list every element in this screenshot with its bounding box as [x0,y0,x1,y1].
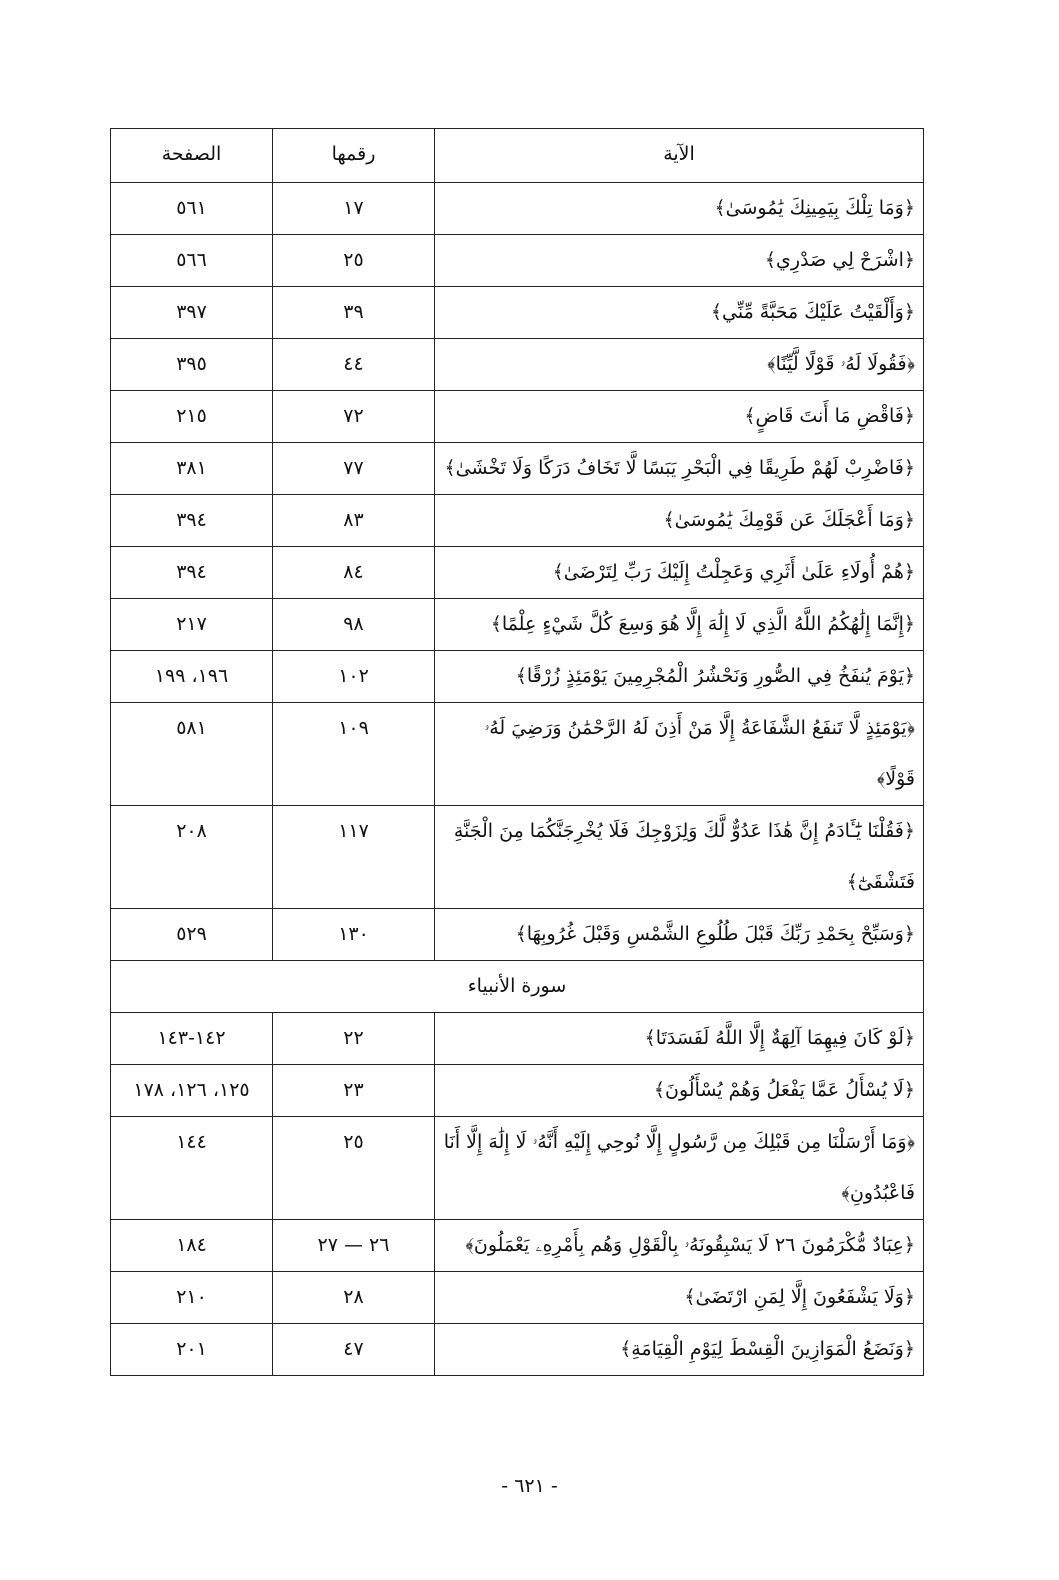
verse-cell: ﴿وَسَبِّحْ بِحَمْدِ رَبِّكَ قَبْلَ طُلُو… [434,908,924,961]
table-row: ﴿وَلَا يَشْفَعُونَ إِلَّا لِمَنِ ارْتَضَ… [110,1271,924,1324]
page-cell: ١٨٤ [110,1219,273,1272]
page-number: - ٦٢١ - [501,1475,558,1497]
header-row: الآية رقمها الصفحة [110,128,924,183]
verse-number-cell: ٢٢ [272,1012,435,1065]
page-cell: ١٢٥، ١٢٦، ١٧٨ [110,1064,273,1117]
verse-cell: ﴿وَأَلْقَيْتُ عَلَيْكَ مَحَبَّةً مِّنِّي… [434,286,924,339]
verse-number-cell: ٢٥ [272,1116,435,1220]
verse-number-cell: ٢٦ — ٢٧ [272,1219,435,1272]
table-row: سورة الأنبياء [110,960,924,1013]
verse-cell: ﴿فَقُلْنَا يَٰٓـَٔادَمُ إِنَّ هَٰذَا عَد… [434,805,924,909]
verse-cell: ﴿وَمَا تِلْكَ بِيَمِينِكَ يَٰمُوسَىٰ﴾ [434,182,924,235]
header-cell: الآية [434,128,924,183]
page-cell: ١٤٤ [110,1116,273,1220]
table-row: ﴿وَمَا أَعْجَلَكَ عَن قَوْمِكَ يَٰمُوسَى… [110,494,924,547]
table-row: ﴿فَاضْرِبْ لَهُمْ طَرِيقًا فِي الْبَحْرِ… [110,442,924,495]
verse-number-cell: ٧٢ [272,390,435,443]
verse-cell: ﴿فَاضْرِبْ لَهُمْ طَرِيقًا فِي الْبَحْرِ… [434,442,924,495]
page-cell: ٢١٧ [110,598,273,651]
verse-cell: ﴿وَلَا يَشْفَعُونَ إِلَّا لِمَنِ ارْتَضَ… [434,1271,924,1324]
page-cell: ٢٠١ [110,1323,273,1376]
table-row: ﴿هُمْ أُولَاءِ عَلَىٰ أَثَرِي وَعَجِلْتُ… [110,546,924,599]
page-cell: ٣٩٤ [110,494,273,547]
verse-cell: ﴿وَنَضَعُ الْمَوَازِينَ الْقِسْطَ لِيَوْ… [434,1323,924,1376]
header-cell: الصفحة [110,128,273,183]
verse-number-cell: ٤٤ [272,338,435,391]
verse-number-cell: ٩٨ [272,598,435,651]
table-row: ﴿وَمَا تِلْكَ بِيَمِينِكَ يَٰمُوسَىٰ﴾ ١٧ ٥… [110,182,924,235]
verse-number-cell: ٣٩ [272,286,435,339]
verse-cell: ﴿يَوْمَ يُنفَخُ فِي الصُّورِ وَنَحْشُرُ … [434,650,924,703]
verse-number-cell: ٢٥ [272,234,435,287]
verse-cell: ﴿فَقُولَا لَهُۥ قَوْلًا لَّيِّنًا﴾ [434,338,924,391]
verse-cell: ﴿وَمَا أَعْجَلَكَ عَن قَوْمِكَ يَٰمُوسَى… [434,494,924,547]
verse-cell: ﴿يَوْمَئِذٍ لَّا تَنفَعُ الشَّفَاعَةُ إِ… [434,702,924,806]
verse-cell: ﴿لَا يُسْأَلُ عَمَّا يَفْعَلُ وَهُمْ يُس… [434,1064,924,1117]
verse-cell: ﴿لَوْ كَانَ فِيهِمَا آلِهَةٌ إِلَّا اللَ… [434,1012,924,1065]
verse-cell: ﴿إِنَّمَا إِلَٰهُكُمُ اللَّهُ الَّذِي لَ… [434,598,924,651]
table-row: ﴿اشْرَحْ لِي صَدْرِي﴾ ٢٥ ٥٦٦ [110,234,924,287]
table-row: ﴿لَا يُسْأَلُ عَمَّا يَفْعَلُ وَهُمْ يُس… [110,1064,924,1117]
header-cell: رقمها [272,128,435,183]
verse-number-cell: ١٠٩ [272,702,435,806]
table-row: ﴿عِبَادٌ مُّكْرَمُونَ ٢٦ لَا يَسْبِقُونَ… [110,1219,924,1272]
verse-number-cell: ٢٨ [272,1271,435,1324]
page-cell: ٥٨١ [110,702,273,806]
verse-number-cell: ٤٧ [272,1323,435,1376]
table-row: ﴿لَوْ كَانَ فِيهِمَا آلِهَةٌ إِلَّا اللَ… [110,1012,924,1065]
page-cell: ١٩٦، ١٩٩ [110,650,273,703]
verse-number-cell: ٨٣ [272,494,435,547]
page-cell: ٥٢٩ [110,908,273,961]
verse-number-cell: ١١٧ [272,805,435,909]
page-cell: ٣٨١ [110,442,273,495]
page-cell: ١٤٢-١٤٣ [110,1012,273,1065]
table-row: ﴿فَقُولَا لَهُۥ قَوْلًا لَّيِّنًا﴾ ٤٤ ٣٩٥ [110,338,924,391]
verse-number-cell: ٧٧ [272,442,435,495]
index-table: الآية رقمها الصفحة ﴿وَمَا تِلْكَ بِيَمِي… [110,128,924,1376]
verse-number-cell: ١٣٠ [272,908,435,961]
page-cell: ٣٩٤ [110,546,273,599]
page-cell: ٣٩٥ [110,338,273,391]
page-cell: ٥٦١ [110,182,273,235]
table-row: ﴿فَقُلْنَا يَٰٓـَٔادَمُ إِنَّ هَٰذَا عَد… [110,805,924,909]
table-row: ﴿وَسَبِّحْ بِحَمْدِ رَبِّكَ قَبْلَ طُلُو… [110,908,924,961]
section-title: سورة الأنبياء [110,960,924,1013]
verse-number-cell: ١٠٢ [272,650,435,703]
verse-number-cell: ٢٣ [272,1064,435,1117]
verse-cell: ﴿هُمْ أُولَاءِ عَلَىٰ أَثَرِي وَعَجِلْتُ… [434,546,924,599]
table-row: ﴿إِنَّمَا إِلَٰهُكُمُ اللَّهُ الَّذِي لَ… [110,598,924,651]
table-row: ﴿فَاقْضِ مَا أَنتَ قَاضٍ﴾ ٧٢ ٢١٥ [110,390,924,443]
table-row: ﴿وَنَضَعُ الْمَوَازِينَ الْقِسْطَ لِيَوْ… [110,1323,924,1376]
verse-number-cell: ٨٤ [272,546,435,599]
page-cell: ٥٦٦ [110,234,273,287]
verse-number-cell: ١٧ [272,182,435,235]
verse-cell: ﴿وَمَا أَرْسَلْنَا مِن قَبْلِكَ مِن رَّس… [434,1116,924,1220]
table-body: ﴿وَمَا تِلْكَ بِيَمِينِكَ يَٰمُوسَىٰ﴾ ١٧ ٥… [110,182,924,1376]
table-row: ﴿يَوْمَئِذٍ لَّا تَنفَعُ الشَّفَاعَةُ إِ… [110,702,924,806]
page-cell: ٢١٥ [110,390,273,443]
table-row: ﴿يَوْمَ يُنفَخُ فِي الصُّورِ وَنَحْشُرُ … [110,650,924,703]
page-cell: ٢٠٨ [110,805,273,909]
table-row: ﴿وَمَا أَرْسَلْنَا مِن قَبْلِكَ مِن رَّس… [110,1116,924,1220]
verse-cell: ﴿فَاقْضِ مَا أَنتَ قَاضٍ﴾ [434,390,924,443]
verse-cell: ﴿عِبَادٌ مُّكْرَمُونَ ٢٦ لَا يَسْبِقُونَ… [434,1219,924,1272]
table-row: ﴿وَأَلْقَيْتُ عَلَيْكَ مَحَبَّةً مِّنِّي… [110,286,924,339]
page-cell: ٢١٠ [110,1271,273,1324]
page-cell: ٣٩٧ [110,286,273,339]
verse-cell: ﴿اشْرَحْ لِي صَدْرِي﴾ [434,234,924,287]
